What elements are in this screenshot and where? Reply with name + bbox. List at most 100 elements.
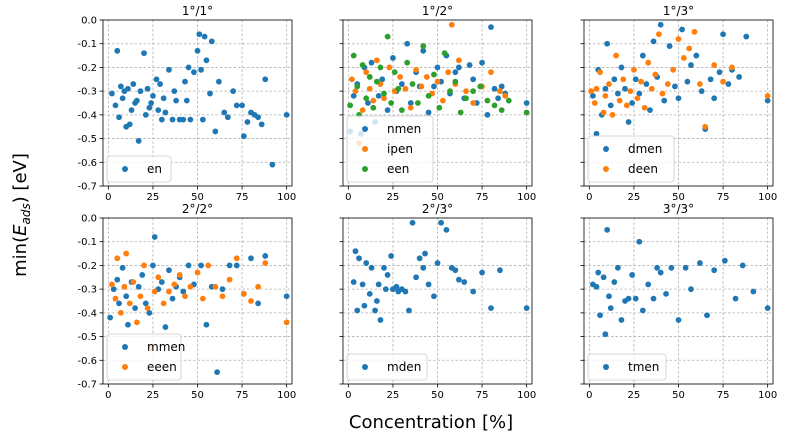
x-tick-label: 100 (277, 390, 296, 401)
data-point (255, 114, 262, 121)
data-point (484, 97, 491, 104)
data-point (721, 257, 728, 264)
data-point (199, 116, 206, 123)
data-point (117, 309, 124, 316)
data-point (409, 81, 416, 87)
data-point (686, 45, 693, 52)
data-point (114, 255, 121, 262)
data-point (461, 279, 468, 285)
data-point (629, 272, 636, 278)
data-point (230, 88, 237, 95)
data-point (239, 102, 245, 109)
x-tick-label: 100 (758, 192, 777, 203)
data-point (350, 92, 357, 99)
data-point (632, 76, 639, 83)
data-point (214, 369, 221, 376)
data-point (404, 59, 411, 66)
data-point (212, 283, 219, 290)
data-point (155, 107, 162, 114)
data-point (498, 83, 505, 90)
subplot-title: 2°/2° (182, 202, 213, 216)
data-point (142, 111, 149, 118)
data-point (643, 81, 650, 87)
data-point (395, 85, 402, 92)
data-point (470, 88, 477, 95)
data-point (688, 286, 694, 293)
legend: mmen eeen (106, 333, 185, 381)
y-tick-label: 0.0 (81, 16, 97, 27)
data-point (448, 21, 455, 28)
data-point (158, 116, 165, 123)
series-deen (588, 28, 771, 130)
data-point (398, 107, 405, 114)
data-point (244, 119, 251, 125)
legend-marker (362, 126, 368, 132)
data-point (126, 300, 133, 307)
data-point (479, 59, 485, 66)
data-point (622, 85, 628, 92)
data-point (409, 219, 416, 226)
data-point (434, 78, 441, 85)
x-tick-label: 25 (147, 192, 160, 203)
data-point (711, 95, 718, 102)
data-point (445, 69, 452, 76)
data-point (764, 97, 771, 104)
data-point (591, 100, 598, 106)
data-point (191, 69, 197, 76)
data-point (729, 64, 735, 71)
data-point (123, 250, 130, 257)
data-point (158, 279, 165, 285)
data-point (391, 69, 398, 76)
data-point (132, 305, 138, 312)
data-point (425, 92, 432, 99)
data-point (704, 312, 710, 319)
data-point (133, 97, 140, 104)
legend: tmen (587, 353, 667, 381)
data-point (666, 43, 673, 49)
data-point (636, 238, 643, 245)
data-point (764, 92, 771, 99)
y-tick-label: -0.1 (77, 237, 97, 248)
x-tick-label: 0 (586, 192, 592, 203)
data-point (157, 81, 163, 87)
data-point (194, 269, 201, 276)
data-point (654, 264, 661, 271)
x-tick-label: 50 (191, 390, 204, 401)
data-point (381, 264, 387, 271)
legend-box (346, 115, 434, 183)
x-tick-label: 0 (586, 390, 592, 401)
data-point (354, 83, 361, 90)
legend-label: eeen (147, 360, 177, 374)
legend-label: ipen (387, 142, 413, 156)
legend-box (587, 353, 667, 381)
legend: nmen ipen een (346, 115, 434, 183)
data-point (600, 109, 607, 116)
legend-label: tmen (628, 360, 659, 374)
data-point (368, 59, 375, 66)
data-point (388, 100, 395, 106)
data-point (366, 85, 373, 92)
data-point (180, 288, 187, 295)
data-point (119, 264, 126, 271)
data-point (655, 31, 662, 38)
data-point (641, 104, 648, 111)
data-point (366, 74, 373, 80)
data-point (226, 276, 233, 283)
data-point (648, 85, 655, 92)
data-point (436, 104, 443, 111)
legend-marker (362, 166, 368, 172)
data-point (625, 295, 632, 302)
data-point (196, 31, 203, 38)
data-point (185, 64, 192, 71)
data-point (618, 64, 625, 71)
y-tick-label: -0.2 (77, 63, 97, 74)
data-point (359, 107, 366, 114)
data-point (452, 78, 459, 85)
data-point (373, 298, 380, 304)
data-point (764, 305, 771, 312)
data-point (359, 62, 366, 68)
data-point (422, 250, 428, 257)
data-point (657, 21, 664, 28)
data-point (248, 298, 254, 304)
legend-marker (603, 146, 609, 152)
